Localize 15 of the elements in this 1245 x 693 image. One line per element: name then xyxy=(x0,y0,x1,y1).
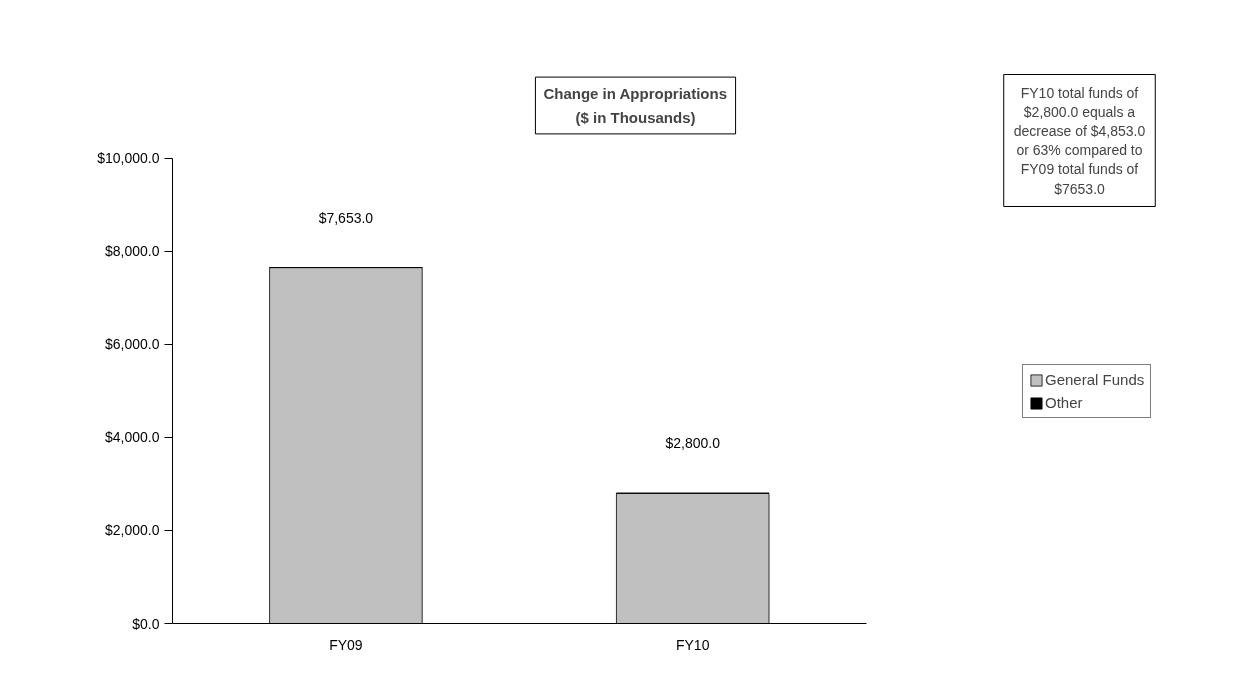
y-tick-label: $4,000.0 xyxy=(105,429,160,446)
data-label: $7,653.0 xyxy=(318,209,374,226)
text: FY10 total funds of $2,800.0 equals a decrease of $4,853.0 or 63% compared to FY09 total funds of $7653.0 xyxy=(1013,84,1146,197)
data-label: $2,800.0 xyxy=(665,435,721,452)
x-tick-label: FY10 xyxy=(676,636,710,653)
x-tick-label: FY09 xyxy=(329,636,363,653)
legend-label: General Funds xyxy=(1045,371,1145,388)
y-tick-label: $10,000.0 xyxy=(97,150,160,167)
y-tick-label: $0.0 xyxy=(132,615,160,632)
chart-title: Change in Appropriations xyxy=(543,85,728,103)
y-tick-label: $2,000.0 xyxy=(105,522,160,539)
chart-subtitle: ($ in Thousands) xyxy=(575,108,696,126)
legend-label: Other xyxy=(1045,394,1083,411)
y-tick-label: $8,000.0 xyxy=(105,243,160,260)
y-tick-label: $6,000.0 xyxy=(105,336,160,353)
